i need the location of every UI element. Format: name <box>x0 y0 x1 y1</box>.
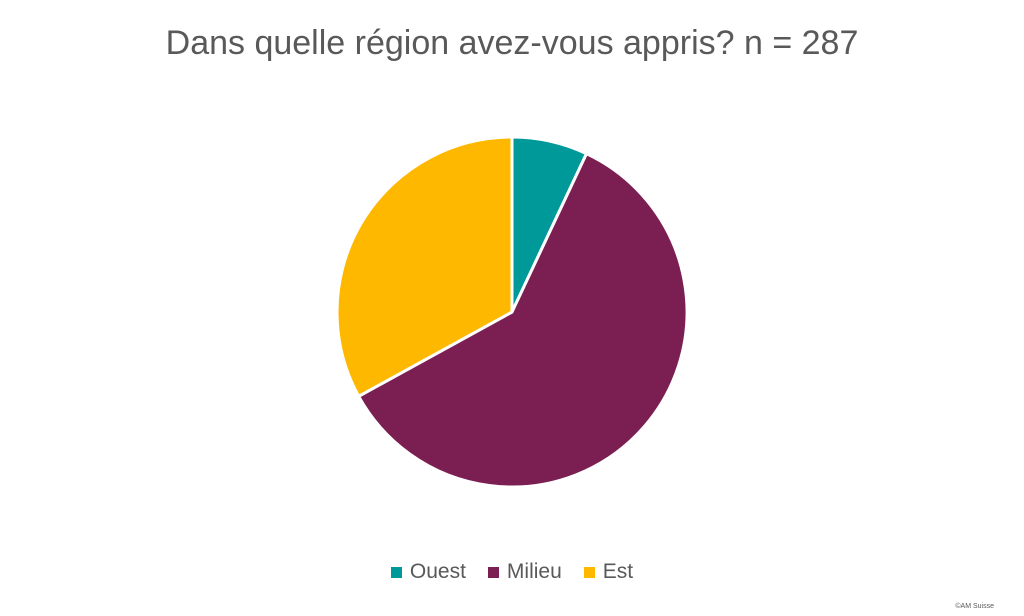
legend-label-est: Est <box>602 560 634 583</box>
legend-label-milieu: Milieu <box>506 560 562 583</box>
copyright-credit: ©AM Suisse <box>955 603 994 610</box>
legend-item-est: Est <box>583 560 634 584</box>
legend-swatch-ouest <box>390 566 402 578</box>
pie-slice-est <box>335 135 514 398</box>
chart-legend: Ouest Milieu Est <box>0 560 1024 584</box>
legend-swatch-milieu <box>487 566 499 578</box>
chart-title: Dans quelle région avez-vous appris? n =… <box>165 24 859 62</box>
legend-item-milieu: Milieu <box>487 560 562 584</box>
legend-swatch-est <box>583 566 595 578</box>
legend-label-ouest: Ouest <box>409 560 466 583</box>
legend-item-ouest: Ouest <box>390 560 466 584</box>
pie-slice-milieu <box>357 152 689 489</box>
